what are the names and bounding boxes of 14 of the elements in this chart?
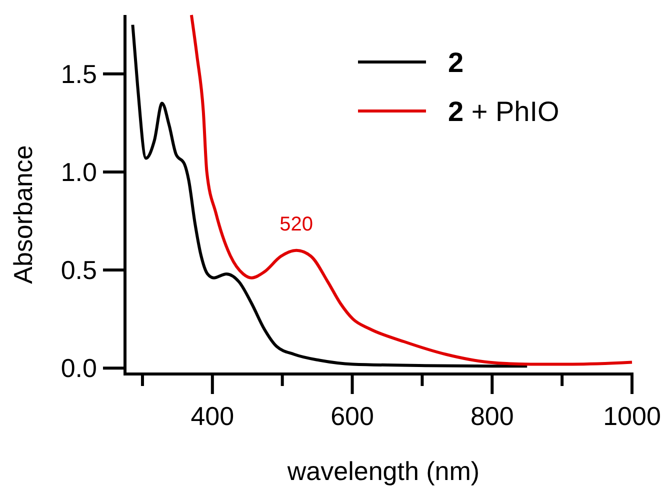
x-axis-title: wavelength (nm) bbox=[286, 456, 480, 486]
y-tick-label: 0.0 bbox=[60, 353, 97, 384]
x-tick-label: 800 bbox=[470, 401, 514, 431]
y-tick-label: 0.5 bbox=[60, 255, 97, 286]
y-tick-label: 1.5 bbox=[60, 58, 97, 89]
y-axis-title: Absorbance bbox=[8, 145, 38, 284]
legend-label: 2 bbox=[448, 46, 464, 78]
y-tick-label: 1.0 bbox=[60, 157, 97, 188]
x-tick-label: 1000 bbox=[603, 401, 661, 431]
x-tick-label: 600 bbox=[330, 401, 374, 431]
annotation: 520 bbox=[280, 213, 314, 236]
x-tick-label: 400 bbox=[190, 401, 234, 431]
line-series bbox=[190, 14, 634, 366]
legend-label: 2 + PhIO bbox=[448, 96, 560, 127]
